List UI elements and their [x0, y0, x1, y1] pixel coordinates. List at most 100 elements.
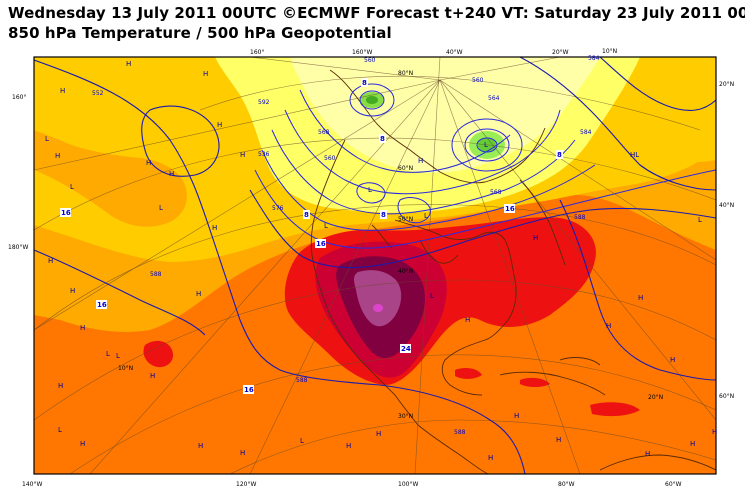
contour-label-8: 588 — [296, 377, 308, 384]
pressure-marker-43: H — [240, 449, 245, 457]
temp-label-box-10 — [361, 78, 368, 87]
temp-label-box-5 — [380, 210, 387, 219]
edge-label-left-0: 160° — [12, 94, 26, 101]
contour-label-4: 576 — [272, 205, 284, 212]
pressure-marker-31: H — [690, 440, 695, 448]
pressure-marker-11: H — [212, 224, 217, 232]
temp-patch-red-1 — [143, 340, 174, 368]
map-frame — [33, 56, 717, 475]
temperature-field — [34, 57, 716, 474]
contour-label-9: 588 — [454, 429, 466, 436]
pressure-marker-27: H — [638, 294, 643, 302]
contour-label-10: 592 — [258, 99, 270, 106]
temp-label-5: 8 — [381, 211, 386, 219]
pressure-marker-16: L — [116, 352, 120, 360]
pressure-marker-36: H — [488, 454, 493, 462]
edge-label-right-1: 40°N — [719, 202, 734, 209]
contour-label-0: 552 — [92, 90, 104, 97]
pressure-marker-33: L — [300, 437, 304, 445]
pressure-marker-42: H — [198, 442, 203, 450]
temp-label-3: 16 — [316, 240, 326, 248]
pressure-marker-4: H — [240, 151, 245, 159]
latitude-labels: 80°N 60°N 50°N 40°N 30°N 20°N 10°N 10°N — [118, 48, 663, 420]
contour-label-3: 568 — [318, 129, 330, 136]
pressure-marker-35: H — [346, 442, 351, 450]
lat-label-0: 80°N — [398, 70, 413, 77]
pressure-marker-32: H — [645, 450, 650, 458]
temp-label-7: 16 — [505, 205, 515, 213]
edge-label-top-2: 40°W — [446, 49, 463, 56]
pressure-marker-25: L — [484, 141, 488, 149]
pressure-marker-7: H — [146, 159, 151, 167]
edge-label-bottom-2: 100°W — [398, 481, 418, 488]
graticule — [34, 57, 716, 474]
pressure-marker-6: H — [55, 152, 60, 160]
cold-core-1b — [366, 96, 378, 104]
temp-label-box-9 — [556, 150, 563, 159]
geopotential-contours — [34, 57, 716, 474]
title-line-2: 850 hPa Temperature / 500 hPa Geopotenti… — [8, 24, 392, 42]
pressure-marker-34: H — [376, 430, 381, 438]
edge-label-bottom-4: 60°W — [665, 481, 682, 488]
lat-label-4: 30°N — [398, 413, 413, 420]
pressure-marker-14: L — [106, 350, 110, 358]
temp-patch-red-4 — [455, 367, 482, 379]
edge-labels: 160° 160°W 40°W 20°W 160° 180°W 20°N 40°… — [8, 49, 734, 488]
temp-label-box-3 — [315, 239, 326, 248]
pressure-marker-30: H — [712, 428, 717, 436]
temp-label-box-2 — [243, 385, 254, 394]
pressure-marker-2: H — [60, 87, 65, 95]
temp-patch-red-3 — [520, 377, 550, 387]
pressure-marker-12: H — [48, 257, 53, 265]
temp-label-box-4 — [303, 210, 310, 219]
lat-label-2: 50°N — [398, 216, 413, 223]
pressure-marker-24: H — [465, 316, 470, 324]
contour-label-1: 560 — [364, 57, 376, 64]
contour-label-12: 560 — [472, 77, 484, 84]
temp-label-1: 16 — [97, 301, 107, 309]
pressure-marker-29: L — [698, 216, 702, 224]
pressure-marker-8: L — [70, 183, 74, 191]
contour-label-15: 560 — [324, 155, 336, 162]
temp-label-box-7 — [504, 204, 515, 213]
temp-band-purple — [354, 270, 402, 327]
pressure-markers: H H H H H L H H L H L H H H L H L H L H … — [45, 60, 717, 462]
lat-label-6: 10°N — [118, 365, 133, 372]
contour-label-14: 584 — [588, 55, 600, 62]
edge-label-right-0: 20°N — [719, 81, 734, 88]
edge-label-top-0: 160° — [250, 49, 264, 56]
contour-label-13: 536 — [258, 151, 270, 158]
pressure-marker-9: H — [169, 170, 174, 178]
temp-patch-red-2 — [590, 402, 640, 417]
pressure-marker-1: H — [203, 70, 208, 78]
contour-label-7: 588 — [150, 271, 162, 278]
edge-label-bottom-1: 120°W — [236, 481, 256, 488]
pressure-marker-28: H — [670, 356, 675, 364]
temp-label-2: 16 — [244, 386, 254, 394]
edge-label-bottom-3: 80°W — [558, 481, 575, 488]
pressure-marker-40: H — [514, 412, 519, 420]
temp-band-magenta — [373, 304, 383, 312]
temp-label-8: 24 — [401, 345, 411, 353]
contour-label-6: 588 — [574, 214, 586, 221]
edge-label-right-2: 60°N — [719, 393, 734, 400]
temp-label-4: 8 — [304, 211, 309, 219]
temp-label-box-0 — [60, 208, 71, 217]
lat-label-7: 10°N — [602, 48, 617, 55]
pressure-marker-3: H — [217, 121, 222, 129]
pressure-marker-17: H — [150, 372, 155, 380]
contour-label-5: 584 — [580, 129, 592, 136]
temp-label-9: 8 — [557, 151, 562, 159]
edge-label-top-3: 20°W — [552, 49, 569, 56]
pressure-marker-26: H — [533, 234, 538, 242]
temp-label-6: 8 — [380, 135, 385, 143]
temp-label-box-6 — [379, 134, 386, 143]
contour-label-11: 568 — [490, 189, 502, 196]
pressure-marker-23: L — [424, 212, 428, 220]
edge-label-bottom-0: 140°W — [22, 481, 42, 488]
pressure-marker-39: H — [606, 322, 611, 330]
pressure-marker-44: H — [196, 290, 201, 298]
pressure-marker-0: H — [126, 60, 131, 68]
pressure-marker-13: H — [70, 287, 75, 295]
